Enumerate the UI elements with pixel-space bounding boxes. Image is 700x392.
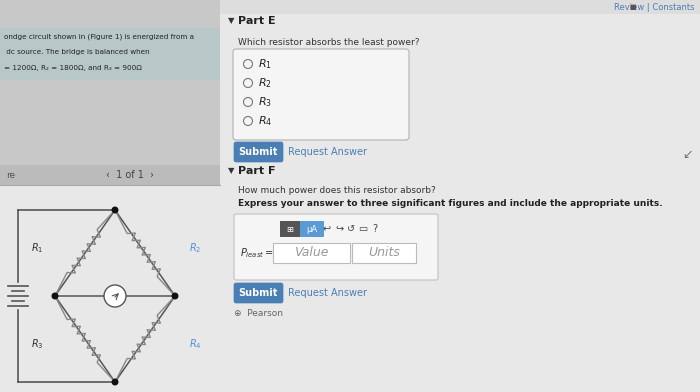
Text: ↩: ↩	[323, 224, 331, 234]
Text: Express your answer to three significant figures and include the appropriate uni: Express your answer to three significant…	[238, 199, 663, 208]
Circle shape	[172, 293, 178, 299]
Text: ▼: ▼	[228, 167, 235, 176]
Text: ▼: ▼	[228, 16, 235, 25]
Text: ?: ?	[372, 224, 377, 234]
Text: μΑ: μΑ	[307, 225, 318, 234]
Text: $R_1$: $R_1$	[31, 241, 43, 255]
FancyBboxPatch shape	[233, 49, 409, 140]
Circle shape	[52, 293, 58, 299]
Text: ‹  1 of 1  ›: ‹ 1 of 1 ›	[106, 170, 154, 180]
Text: Request Answer: Request Answer	[288, 147, 367, 157]
Text: ⊕  Pearson: ⊕ Pearson	[234, 309, 283, 318]
Text: Units: Units	[368, 247, 400, 260]
Text: $R_3$: $R_3$	[31, 337, 43, 351]
FancyBboxPatch shape	[220, 0, 700, 392]
FancyBboxPatch shape	[0, 0, 220, 392]
Text: ↪: ↪	[335, 224, 343, 234]
FancyBboxPatch shape	[0, 28, 220, 80]
Text: ⊞: ⊞	[286, 225, 293, 234]
Text: ↙: ↙	[682, 147, 693, 160]
Text: ↺: ↺	[347, 224, 355, 234]
FancyBboxPatch shape	[352, 243, 416, 263]
Circle shape	[104, 285, 126, 307]
Text: Value: Value	[294, 247, 328, 260]
Text: $P_{least}=$: $P_{least}=$	[240, 246, 274, 260]
Text: Request Answer: Request Answer	[288, 288, 367, 298]
Text: Part F: Part F	[238, 166, 276, 176]
Text: How much power does this resistor absorb?: How much power does this resistor absorb…	[238, 186, 435, 195]
Text: re: re	[6, 171, 15, 180]
FancyBboxPatch shape	[220, 0, 700, 14]
FancyBboxPatch shape	[280, 221, 300, 237]
Text: $R_1$: $R_1$	[258, 57, 272, 71]
Text: Submit: Submit	[238, 147, 278, 157]
Text: $R_3$: $R_3$	[258, 95, 272, 109]
Text: Which resistor absorbs the least power?: Which resistor absorbs the least power?	[238, 38, 419, 47]
Text: Review | Constants: Review | Constants	[613, 2, 694, 11]
Text: dc source. The bridge is balanced when: dc source. The bridge is balanced when	[4, 49, 150, 55]
FancyBboxPatch shape	[234, 283, 283, 303]
FancyBboxPatch shape	[0, 165, 220, 185]
Text: ▭: ▭	[358, 224, 368, 234]
Text: $R_4$: $R_4$	[258, 114, 272, 128]
Text: Submit: Submit	[238, 288, 278, 298]
FancyBboxPatch shape	[273, 243, 350, 263]
Circle shape	[112, 379, 118, 385]
Text: ■: ■	[629, 4, 636, 10]
Text: $R_2$: $R_2$	[189, 241, 201, 255]
Circle shape	[112, 207, 118, 213]
FancyBboxPatch shape	[234, 214, 438, 280]
Text: = 1200Ω, R₂ = 1800Ω, and R₃ = 900Ω: = 1200Ω, R₂ = 1800Ω, and R₃ = 900Ω	[4, 65, 142, 71]
Text: Part E: Part E	[238, 16, 276, 26]
FancyBboxPatch shape	[300, 221, 324, 237]
Text: $R_4$: $R_4$	[188, 337, 202, 351]
FancyBboxPatch shape	[0, 185, 220, 392]
FancyBboxPatch shape	[234, 142, 283, 162]
Text: $R_2$: $R_2$	[258, 76, 272, 90]
Text: ondge circuit shown in (Figure 1) is energized from a: ondge circuit shown in (Figure 1) is ene…	[4, 33, 194, 40]
